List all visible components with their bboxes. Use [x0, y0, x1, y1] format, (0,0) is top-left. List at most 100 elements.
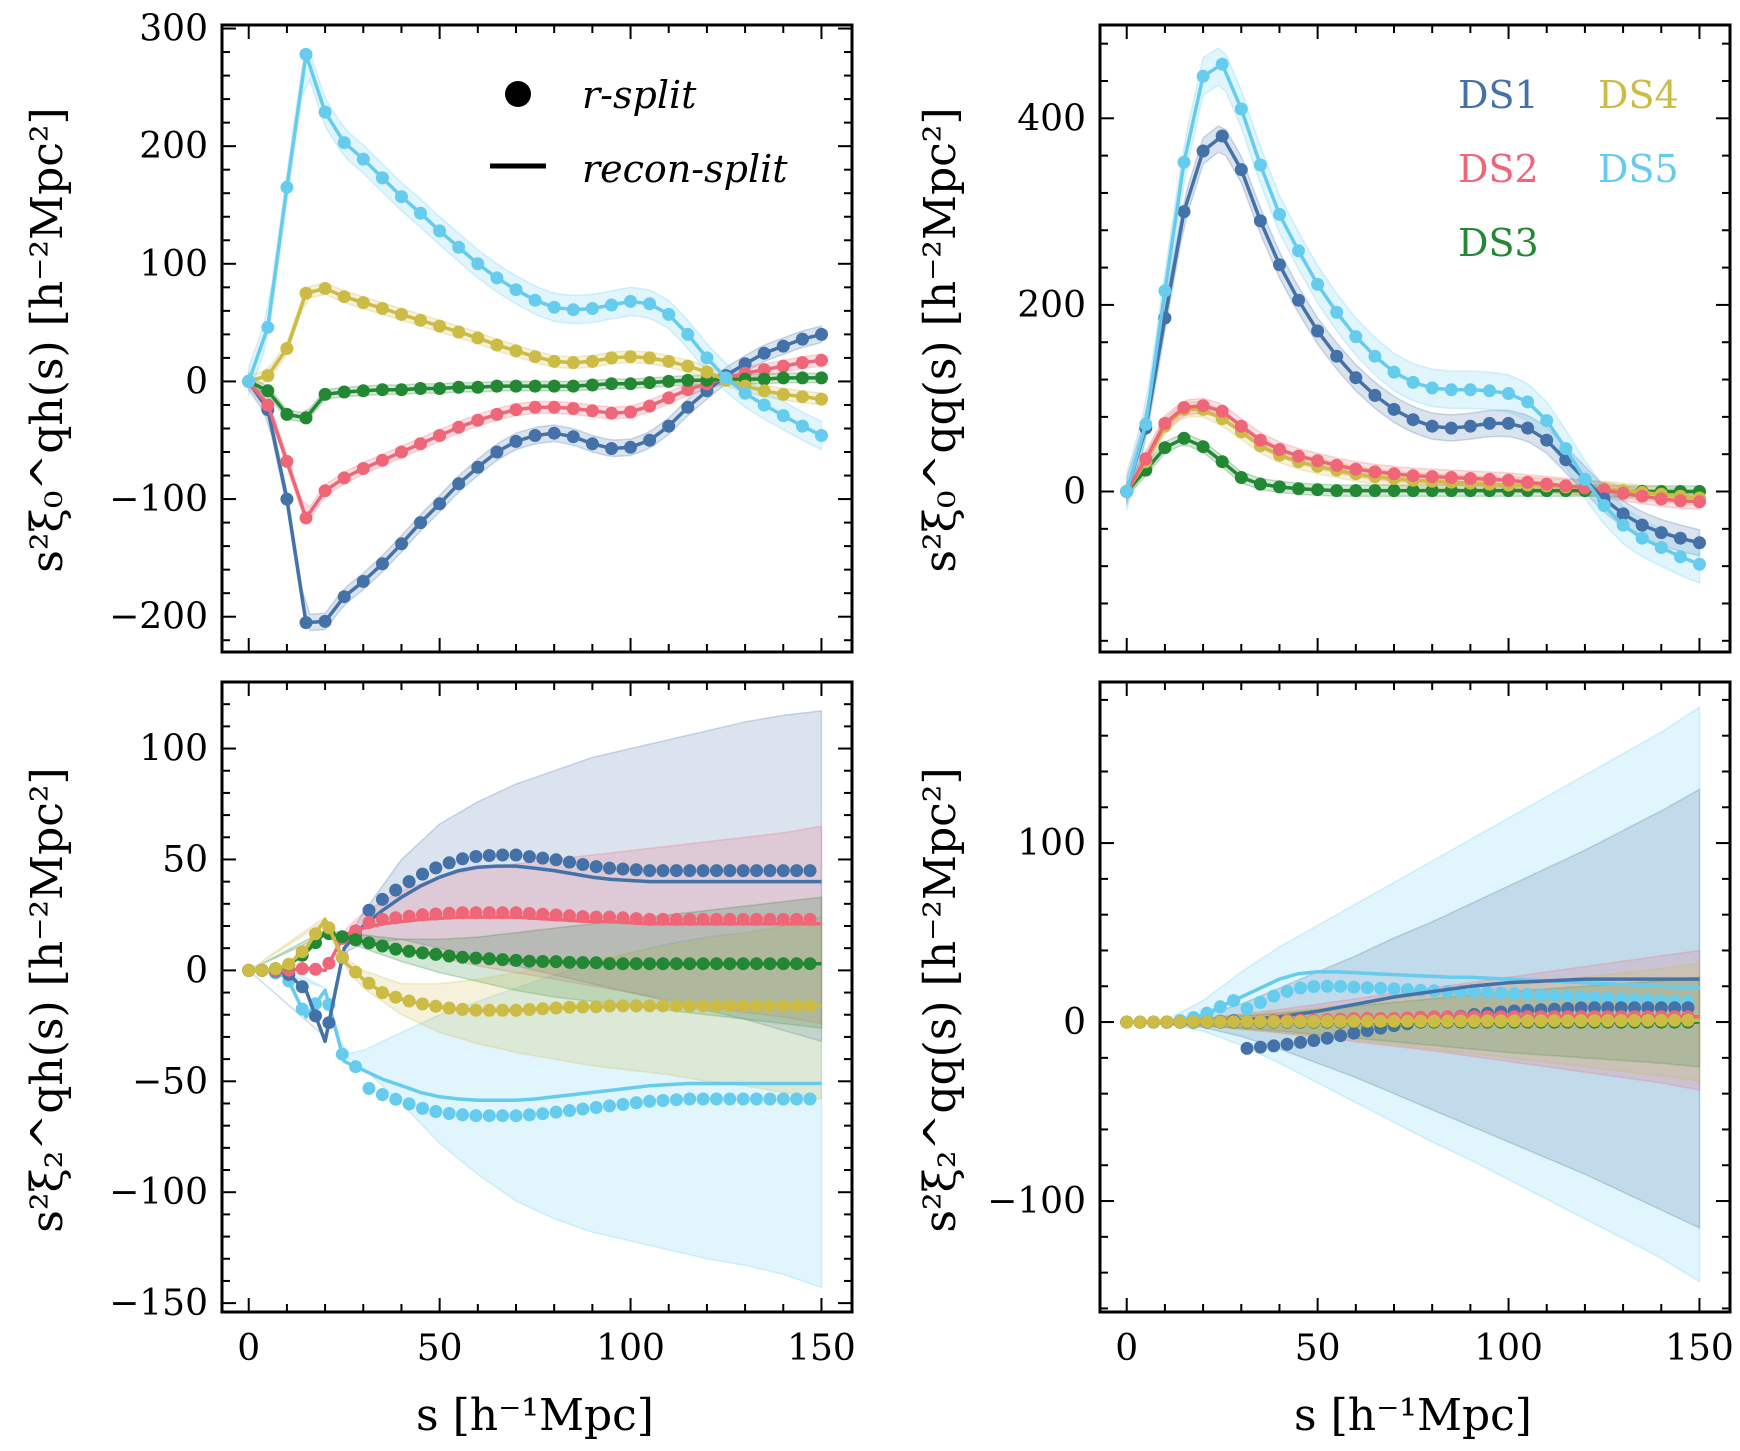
dot-ds1 [1273, 258, 1286, 272]
dot-ds1 [803, 864, 817, 878]
dot-ds5 [496, 1109, 510, 1123]
dot-ds3 [429, 947, 443, 961]
ds-legend: DS1 DS2 DS3 DS4 DS5 [1458, 73, 1679, 265]
dot-ds4 [1320, 1014, 1334, 1028]
dot-ds3 [509, 953, 523, 967]
dot-ds5 [416, 1101, 429, 1115]
dot-ds2 [1654, 492, 1668, 506]
dot-ds4 [1467, 1014, 1481, 1028]
dot-ds2 [1253, 433, 1267, 447]
panel-top-left: −200 −100 0 100 200 300 [109, 9, 854, 654]
axes-frame [1098, 23, 1732, 654]
dot-ds2 [563, 909, 576, 923]
dot-ds1 [643, 864, 657, 878]
plot-area [242, 47, 828, 632]
dot-ds2 [776, 359, 790, 373]
dot-ds1 [442, 856, 456, 870]
dot-ds4 [1200, 1015, 1214, 1029]
dot-ds1 [389, 883, 403, 897]
dot-ds1 [318, 614, 332, 628]
dot-ds5 [776, 1092, 790, 1106]
dot-ds4 [1227, 1015, 1241, 1029]
dot-ds3 [629, 957, 643, 971]
dot-ds1 [1635, 518, 1649, 532]
dot-ds4 [1601, 1014, 1615, 1028]
dot-ds3 [776, 957, 790, 971]
dot-ds3 [536, 955, 550, 968]
dot-ds1 [1628, 1001, 1641, 1015]
dot-ds5 [299, 47, 313, 61]
dot-ds1 [1483, 416, 1496, 430]
dot-ds5 [1614, 992, 1628, 1006]
dot-ds3 [616, 957, 630, 971]
dot-ds3 [795, 371, 809, 385]
dot-ds3 [389, 942, 403, 956]
dot-ds1 [563, 855, 576, 869]
dot-ds1 [1215, 129, 1229, 143]
dot-ds3 [815, 371, 828, 385]
dot-ds1 [696, 864, 710, 878]
dot-ds5 [603, 1099, 616, 1113]
dot-ds2 [416, 908, 429, 922]
dot-ds4 [1400, 1014, 1414, 1028]
dot-ds5 [295, 1002, 309, 1016]
dot-ds2 [471, 413, 485, 427]
dot-ds3 [1387, 484, 1401, 498]
dot-ds1 [362, 903, 376, 917]
dot-ds4 [509, 344, 523, 358]
dot-ds2 [456, 906, 469, 920]
dot-ds2 [299, 511, 313, 525]
x-tick-label: 50 [417, 1328, 463, 1369]
dot-ds5 [1368, 349, 1382, 363]
dot-ds3 [1158, 441, 1172, 455]
dot-ds2 [681, 383, 695, 397]
axes-frame [220, 680, 854, 1314]
dot-ds5 [803, 1092, 817, 1106]
dot-ds5 [1693, 557, 1706, 571]
dot-ds4 [1414, 1014, 1428, 1028]
dot-ds2 [795, 356, 809, 370]
dot-ds5 [452, 240, 466, 254]
dot-ds4 [1147, 1015, 1160, 1029]
dot-ds5 [1521, 395, 1535, 409]
dot-ds2 [429, 907, 443, 921]
dot-ds3 [1234, 471, 1248, 484]
dot-ds3 [362, 936, 376, 950]
dot-ds3 [509, 379, 523, 393]
dot-ds1 [1681, 1001, 1695, 1015]
dot-ds5 [700, 351, 714, 365]
dot-ds2 [1177, 401, 1191, 414]
dot-ds4 [414, 313, 427, 327]
dot-ds1 [1502, 416, 1515, 430]
x-tick-label: 150 [1665, 1328, 1734, 1369]
panel-top-right: 0 200 400 [1017, 23, 1732, 654]
dot-ds2 [509, 403, 523, 417]
dot-ds1 [1280, 1037, 1294, 1051]
dot-ds4 [389, 990, 403, 1004]
dot-ds3 [790, 957, 804, 971]
dot-ds2 [815, 353, 828, 367]
dot-ds3 [1311, 483, 1325, 497]
dot-ds4 [1454, 1014, 1468, 1028]
dot-ds4 [1494, 1014, 1508, 1028]
dot-ds2 [763, 912, 777, 926]
dot-ds2 [790, 912, 804, 926]
dot-ds3 [643, 957, 657, 971]
dot-ds5 [795, 419, 809, 433]
dot-ds2 [482, 906, 496, 920]
dot-ds1 [482, 849, 496, 862]
dot-ds4 [402, 994, 416, 1008]
dot-ds2 [509, 906, 523, 920]
dot-ds4 [589, 1000, 603, 1014]
dot-ds4 [395, 307, 408, 321]
dot-ds5 [471, 257, 485, 271]
dot-ds1 [1240, 1041, 1254, 1055]
dot-ds5 [456, 1108, 469, 1122]
dot-ds3 [681, 373, 695, 387]
dot-ds4 [469, 1003, 483, 1017]
dot-ds1 [776, 339, 790, 353]
dot-ds5 [528, 293, 542, 307]
dot-ds1 [1614, 1001, 1628, 1015]
dot-ds5 [656, 1094, 670, 1107]
dot-ds1 [776, 864, 790, 878]
